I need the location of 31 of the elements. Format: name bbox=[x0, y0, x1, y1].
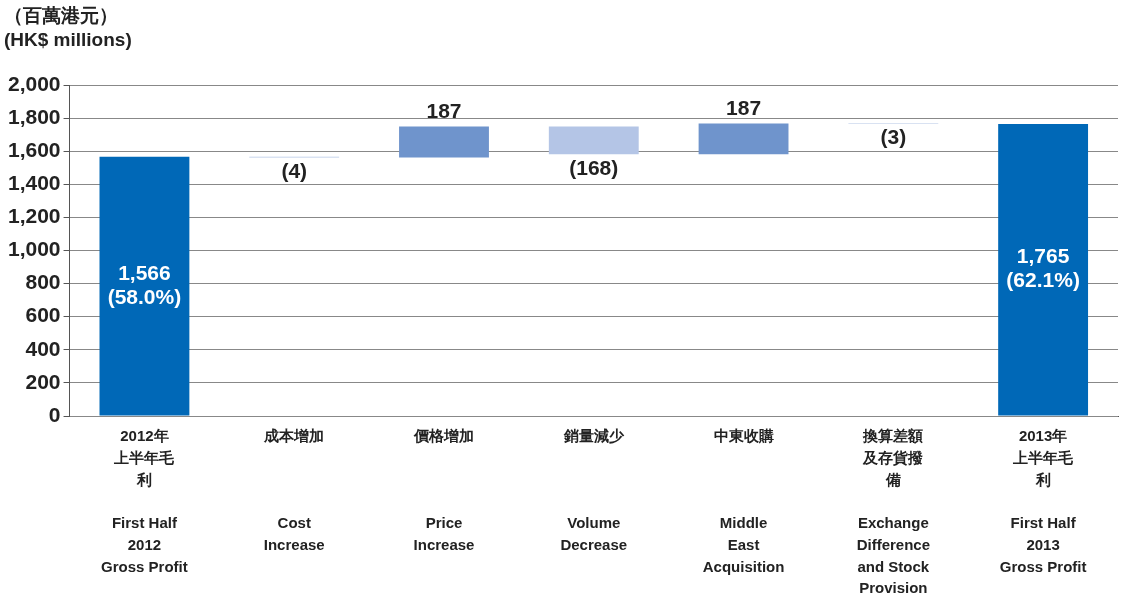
y-tick-label: 2,000 bbox=[7, 71, 61, 95]
bar bbox=[399, 126, 489, 158]
y-tick-label: 200 bbox=[25, 369, 61, 393]
bar bbox=[698, 123, 789, 155]
data-label: (168) bbox=[569, 155, 619, 179]
data-label: 187 bbox=[426, 98, 462, 122]
category-label: 換算差額及存貨撥備 Exchange Difference and Stock Provision bbox=[856, 427, 931, 597]
y-tick-label: 800 bbox=[25, 270, 61, 294]
y-tick-label: 400 bbox=[25, 336, 61, 360]
category-label: 2013年上半年毛利 First Half 2013 Gross Profit bbox=[999, 427, 1087, 575]
y-tick-label: 1,000 bbox=[7, 237, 61, 261]
y-tick-label: 600 bbox=[25, 303, 61, 327]
y-tick-label: 1,200 bbox=[7, 204, 61, 228]
data-label: 1,765 (62.1%) bbox=[1006, 244, 1080, 292]
y-tick-label: 1,600 bbox=[7, 138, 61, 161]
y-tick-label: 0 bbox=[48, 402, 61, 426]
bar bbox=[548, 126, 639, 155]
data-label: (3) bbox=[880, 125, 907, 149]
data-label: 1,566 (58.0%) bbox=[107, 260, 182, 308]
y-tick-label: 1,800 bbox=[7, 104, 61, 128]
category-label: 價格增加 Price Increase bbox=[413, 427, 475, 553]
bar bbox=[99, 156, 190, 416]
bar bbox=[998, 123, 1089, 416]
category-label: 成本增加 Cost Increase bbox=[263, 427, 325, 553]
y-tick-label: 1,400 bbox=[7, 171, 61, 195]
category-label: 2012年上半年毛利 First Half 2012 Gross Profit bbox=[101, 427, 188, 575]
data-label: (4) bbox=[281, 158, 308, 182]
category-label: 銷量減少 Volume Decrease bbox=[560, 427, 628, 553]
data-label: 187 bbox=[726, 95, 762, 119]
y-axis-title: （百萬港元） (HK$ millions) bbox=[4, 4, 132, 52]
category-label: 中東收購 Middle East Acquisition bbox=[702, 427, 785, 575]
